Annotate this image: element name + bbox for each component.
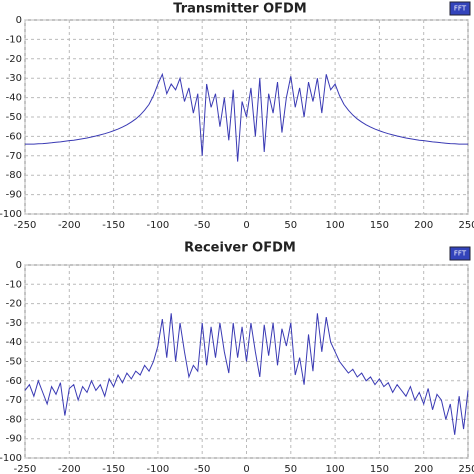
y-tick-label: -50 [6,357,22,368]
y-tick-label: -100 [0,453,22,464]
x-tick-label: -150 [102,220,125,231]
x-tick-label: 0 [243,220,249,231]
x-tick-label: 200 [414,220,433,231]
y-tick-label: -20 [6,54,22,65]
x-tick-label: -200 [58,464,81,474]
fft-button-bg[interactable] [449,1,471,16]
x-tick-label: 100 [326,220,345,231]
y-tick-label: -20 [6,299,22,310]
x-tick-label: -50 [194,464,210,474]
x-tick-label: 100 [326,464,345,474]
y-tick-label: -80 [6,414,22,425]
x-tick-label: 200 [414,464,433,474]
y-tick-label: -40 [6,337,22,348]
y-tick-label: 0 [16,260,22,271]
y-tick-label: -70 [6,151,22,162]
y-tick-label: -30 [6,73,22,84]
x-tick-label: -250 [14,464,37,474]
y-tick-label: -90 [6,434,22,445]
data-line [25,72,468,162]
x-tick-label: -150 [102,464,125,474]
y-tick-label: 0 [16,15,22,26]
y-tick-label: -100 [0,209,22,220]
fft-button-label[interactable]: FFT [454,5,467,13]
x-tick-label: 50 [284,464,297,474]
x-tick-label: 0 [243,464,249,474]
x-tick-label: -50 [194,220,210,231]
x-tick-label: 50 [284,220,297,231]
fft-button[interactable]: FFT [449,1,471,16]
y-tick-label: -80 [6,170,22,181]
x-tick-label: 150 [370,220,389,231]
y-tick-label: -10 [6,279,22,290]
y-tick-label: -60 [6,131,22,142]
y-tick-label: -10 [6,34,22,45]
y-tick-label: -40 [6,93,22,104]
y-tick-label: -30 [6,318,22,329]
x-tick-label: 250 [458,464,474,474]
x-tick-label: -250 [14,220,37,231]
y-tick-label: -70 [6,395,22,406]
y-tick-label: -50 [6,112,22,123]
fft-button-label[interactable]: FFT [454,250,467,258]
chart-title: Receiver OFDM [184,241,296,256]
fft-button[interactable]: FFT [449,246,471,261]
y-tick-label: -60 [6,376,22,387]
x-tick-label: 150 [370,464,389,474]
x-tick-label: 250 [458,220,474,231]
chart-title: Transmitter OFDM [173,2,306,17]
y-tick-label: -90 [6,190,22,201]
x-tick-label: -100 [147,220,170,231]
x-tick-label: -200 [58,220,81,231]
data-line [24,313,469,435]
fft-button-bg[interactable] [449,246,471,261]
x-tick-label: -100 [147,464,170,474]
